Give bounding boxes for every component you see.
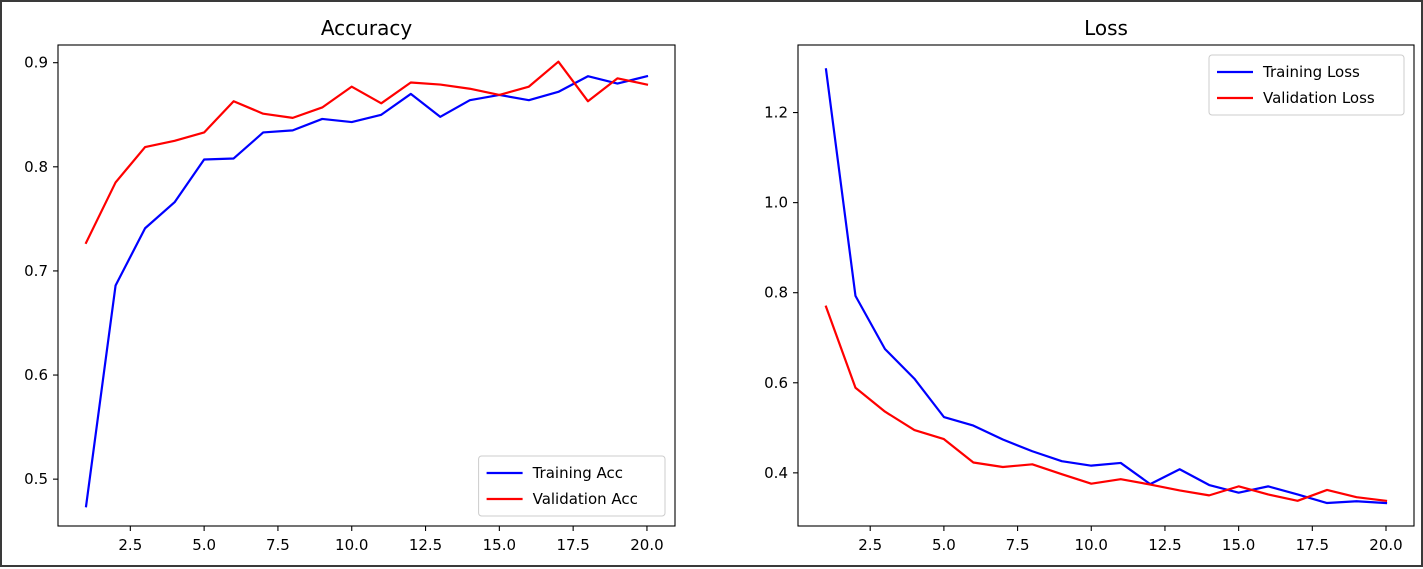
chart-0-y-tick-label: 0.8 bbox=[24, 158, 48, 176]
chart-0-legend-label-0: Training Acc bbox=[532, 464, 623, 482]
chart-1-series-line-0 bbox=[824, 68, 1388, 505]
chart-1-legend: Training Loss Validation Loss bbox=[1208, 54, 1405, 116]
chart-1-x-tick-label: 7.5 bbox=[1006, 536, 1030, 554]
chart-0-series-line-0 bbox=[84, 74, 649, 508]
chart-0-x-tick-label: 7.5 bbox=[266, 536, 290, 554]
chart-1-x-tick-label: 15.0 bbox=[1222, 536, 1255, 554]
chart-0-x-tick-label: 10.0 bbox=[335, 536, 368, 554]
chart-1-legend-label-1: Validation Loss bbox=[1263, 89, 1375, 107]
chart-0-x-tick-label: 20.0 bbox=[630, 536, 663, 554]
chart-0-y-tick-label: 0.6 bbox=[24, 366, 48, 384]
chart-0-y-tick-label: 0.7 bbox=[24, 262, 48, 280]
chart-1-x-tick-label: 20.0 bbox=[1369, 536, 1402, 554]
chart-1-legend-label-0: Training Loss bbox=[1262, 63, 1360, 81]
chart-1-x-tick-label: 12.5 bbox=[1148, 536, 1181, 554]
chart-1: Loss 2.5 5.0 7.5 10.0 12.5 15.0 17.5 20.0 0.4 0.6 0… bbox=[764, 16, 1415, 554]
chart-0-title: Accuracy bbox=[321, 16, 412, 40]
chart-1-x-tick-label: 2.5 bbox=[858, 536, 882, 554]
chart-0-x-tick-label: 15.0 bbox=[483, 536, 516, 554]
chart-0: Accuracy 2.5 5.0 7.5 10.0 12.5 15.0 17.5 20.0 0.5… bbox=[24, 16, 676, 554]
chart-1-y-tick-label: 1.0 bbox=[764, 194, 788, 212]
chart-1-y-tick-label: 1.2 bbox=[764, 104, 788, 122]
chart-0-x-tick-label: 2.5 bbox=[118, 536, 142, 554]
chart-0-legend: Training Acc Validation Acc bbox=[478, 455, 666, 517]
chart-0-legend-box bbox=[478, 455, 666, 517]
chart-1-y-tick-label: 0.6 bbox=[764, 374, 788, 392]
chart-0-y-tick-label: 0.5 bbox=[24, 470, 48, 488]
chart-1-y-tick-label: 0.8 bbox=[764, 284, 788, 302]
chart-1-legend-box bbox=[1208, 54, 1405, 116]
chart-1-x-tick-label: 5.0 bbox=[932, 536, 956, 554]
chart-1-x-tick-label: 17.5 bbox=[1296, 536, 1329, 554]
chart-1-y-tick-label: 0.4 bbox=[764, 464, 788, 482]
chart-1-axes-frame bbox=[797, 44, 1415, 527]
chart-0-axes-frame bbox=[57, 44, 676, 527]
chart-0-x-tick-label: 17.5 bbox=[556, 536, 589, 554]
chart-1-series-line-1 bbox=[824, 305, 1388, 503]
chart-1-title: Loss bbox=[1084, 16, 1128, 40]
chart-0-legend-label-1: Validation Acc bbox=[533, 490, 638, 508]
chart-0-y-tick-label: 0.9 bbox=[24, 54, 48, 72]
chart-0-series-line-1 bbox=[84, 60, 649, 245]
chart-1-x-tick-label: 10.0 bbox=[1075, 536, 1108, 554]
chart-0-x-tick-label: 5.0 bbox=[192, 536, 216, 554]
chart-0-x-tick-label: 12.5 bbox=[409, 536, 442, 554]
